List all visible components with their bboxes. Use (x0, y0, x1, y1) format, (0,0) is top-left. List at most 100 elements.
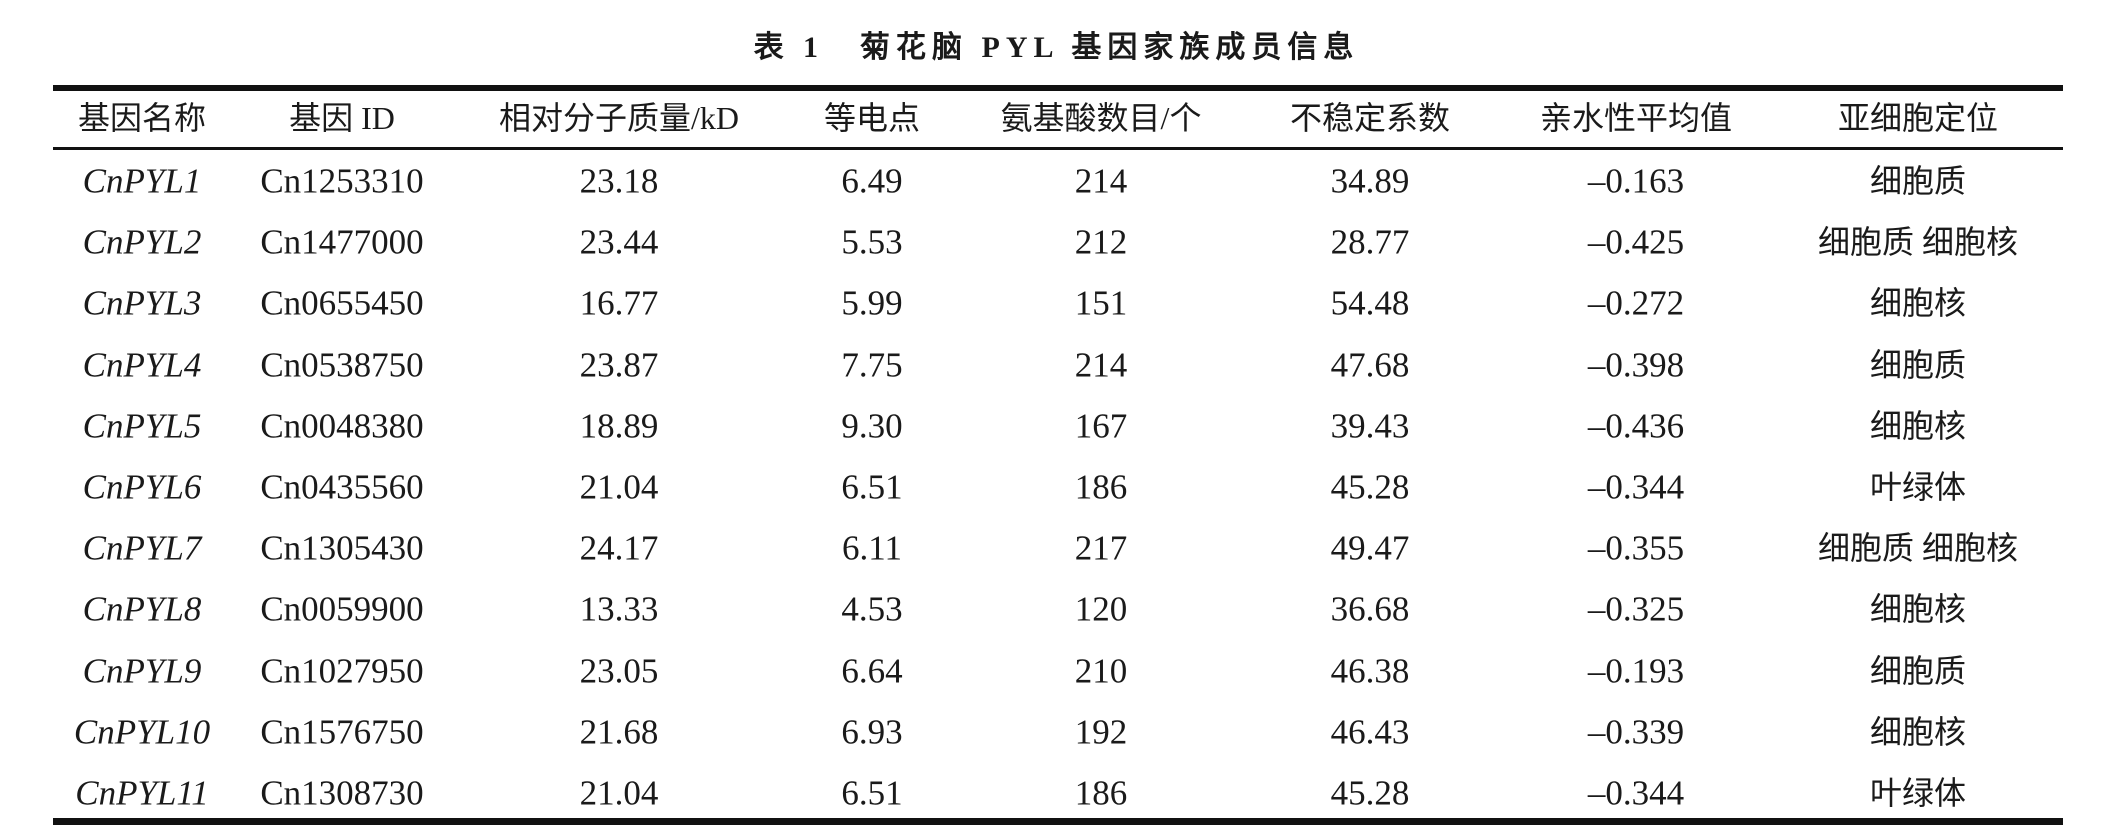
cell-isoelectric-point: 4.53 (841, 589, 903, 629)
cell-gravy: –0.344 (1587, 467, 1685, 507)
cell-amino-acid-count: 120 (1074, 589, 1128, 629)
cell-gene-name: CnPYL9 (82, 651, 202, 691)
cell-amino-acid-count: 186 (1074, 467, 1128, 507)
cell-subcellular-location: 细胞核 (1869, 407, 1967, 444)
cell-subcellular-location: 细胞核 (1869, 591, 1967, 628)
cell-gene-id: Cn1027950 (260, 651, 424, 691)
cell-gravy: –0.325 (1587, 589, 1685, 629)
cell-gene-name: CnPYL11 (75, 773, 209, 813)
cell-subcellular-location: 细胞质 (1869, 346, 1967, 383)
top-rule (53, 85, 2063, 91)
cell-isoelectric-point: 6.51 (841, 773, 903, 813)
cell-amino-acid-count: 167 (1074, 406, 1128, 446)
cell-subcellular-location: 细胞核 (1869, 285, 1967, 322)
header-rule (53, 147, 2063, 150)
cell-subcellular-location: 细胞质 细胞核 (1817, 224, 2019, 261)
cell-gravy: –0.355 (1587, 528, 1685, 568)
cell-isoelectric-point: 7.75 (841, 345, 903, 385)
cell-amino-acid-count: 217 (1074, 528, 1128, 568)
cell-molecular-weight: 21.04 (579, 467, 659, 507)
cell-molecular-weight: 24.17 (579, 528, 659, 568)
header-molecular-weight: 相对分子质量/kD (498, 100, 740, 136)
cell-gravy: –0.425 (1587, 222, 1685, 262)
cell-gene-name: CnPYL1 (82, 161, 202, 201)
cell-instability-index: 46.38 (1330, 651, 1410, 691)
cell-gravy: –0.398 (1587, 345, 1685, 385)
cell-molecular-weight: 21.04 (579, 773, 659, 813)
cell-instability-index: 34.89 (1330, 161, 1410, 201)
bottom-rule (53, 818, 2063, 825)
cell-molecular-weight: 13.33 (579, 589, 659, 629)
cell-instability-index: 45.28 (1330, 773, 1410, 813)
cell-gene-id: Cn1253310 (260, 161, 424, 201)
header-gene-id: 基因 ID (289, 100, 395, 136)
cell-isoelectric-point: 6.49 (841, 161, 903, 201)
cell-isoelectric-point: 5.99 (841, 283, 903, 323)
cell-instability-index: 46.43 (1330, 712, 1410, 752)
cell-amino-acid-count: 186 (1074, 773, 1128, 813)
cell-gene-name: CnPYL5 (82, 406, 202, 446)
cell-gravy: –0.163 (1587, 161, 1685, 201)
header-instability-index: 不稳定系数 (1289, 100, 1451, 136)
cell-molecular-weight: 16.77 (579, 283, 659, 323)
table-caption: 表 1 菊花脑 PYL 基因家族成员信息 (753, 31, 1360, 64)
cell-molecular-weight: 23.05 (579, 651, 659, 691)
cell-gene-id: Cn0655450 (260, 283, 424, 323)
cell-gravy: –0.272 (1587, 283, 1685, 323)
cell-amino-acid-count: 151 (1074, 283, 1128, 323)
cell-subcellular-location: 细胞质 (1869, 652, 1967, 689)
cell-amino-acid-count: 210 (1074, 651, 1128, 691)
cell-amino-acid-count: 214 (1074, 161, 1128, 201)
cell-isoelectric-point: 6.51 (841, 467, 903, 507)
cell-gene-name: CnPYL8 (82, 589, 202, 629)
cell-instability-index: 54.48 (1330, 283, 1410, 323)
cell-gene-name: CnPYL3 (82, 283, 202, 323)
cell-gene-id: Cn1305430 (260, 528, 424, 568)
cell-molecular-weight: 23.18 (579, 161, 659, 201)
cell-gene-name: CnPYL4 (82, 345, 202, 385)
cell-instability-index: 28.77 (1330, 222, 1410, 262)
cell-gene-id: Cn1308730 (260, 773, 424, 813)
cell-instability-index: 45.28 (1330, 467, 1410, 507)
cell-gene-id: Cn1477000 (260, 222, 424, 262)
cell-gene-name: CnPYL10 (73, 712, 211, 752)
cell-molecular-weight: 21.68 (579, 712, 659, 752)
cell-isoelectric-point: 6.11 (842, 528, 902, 568)
cell-isoelectric-point: 9.30 (841, 406, 903, 446)
cell-subcellular-location: 细胞核 (1869, 713, 1967, 750)
cell-instability-index: 49.47 (1330, 528, 1410, 568)
cell-isoelectric-point: 6.64 (841, 651, 903, 691)
header-isoelectric-point: 等电点 (823, 100, 921, 136)
cell-gene-id: Cn0059900 (260, 589, 424, 629)
cell-gravy: –0.193 (1587, 651, 1685, 691)
cell-molecular-weight: 18.89 (579, 406, 659, 446)
header-subcellular-location: 亚细胞定位 (1837, 100, 1999, 136)
cell-gene-id: Cn0538750 (260, 345, 424, 385)
cell-gravy: –0.344 (1587, 773, 1685, 813)
cell-molecular-weight: 23.87 (579, 345, 659, 385)
cell-gravy: –0.436 (1587, 406, 1685, 446)
cell-instability-index: 39.43 (1330, 406, 1410, 446)
cell-gene-name: CnPYL2 (82, 222, 202, 262)
header-gravy: 亲水性平均值 (1539, 100, 1733, 136)
cell-subcellular-location: 细胞质 (1869, 163, 1967, 199)
cell-gene-name: CnPYL6 (82, 467, 202, 507)
cell-amino-acid-count: 214 (1074, 345, 1128, 385)
cell-gene-id: Cn0435560 (260, 467, 424, 507)
cell-gravy: –0.339 (1587, 712, 1685, 752)
cell-subcellular-location: 叶绿体 (1869, 775, 1967, 811)
header-amino-acid-count: 氨基酸数目/个 (1000, 100, 1202, 136)
cell-isoelectric-point: 5.53 (841, 222, 903, 262)
cell-instability-index: 36.68 (1330, 589, 1410, 629)
cell-amino-acid-count: 212 (1074, 222, 1128, 262)
cell-gene-id: Cn1576750 (260, 712, 424, 752)
cell-instability-index: 47.68 (1330, 345, 1410, 385)
cell-amino-acid-count: 192 (1074, 712, 1128, 752)
cell-subcellular-location: 细胞质 细胞核 (1817, 530, 2019, 567)
cell-gene-id: Cn0048380 (260, 406, 424, 446)
cell-molecular-weight: 23.44 (579, 222, 659, 262)
cell-gene-name: CnPYL7 (82, 528, 202, 568)
header-gene-name: 基因名称 (77, 100, 207, 136)
cell-isoelectric-point: 6.93 (841, 712, 903, 752)
cell-subcellular-location: 叶绿体 (1869, 469, 1967, 505)
